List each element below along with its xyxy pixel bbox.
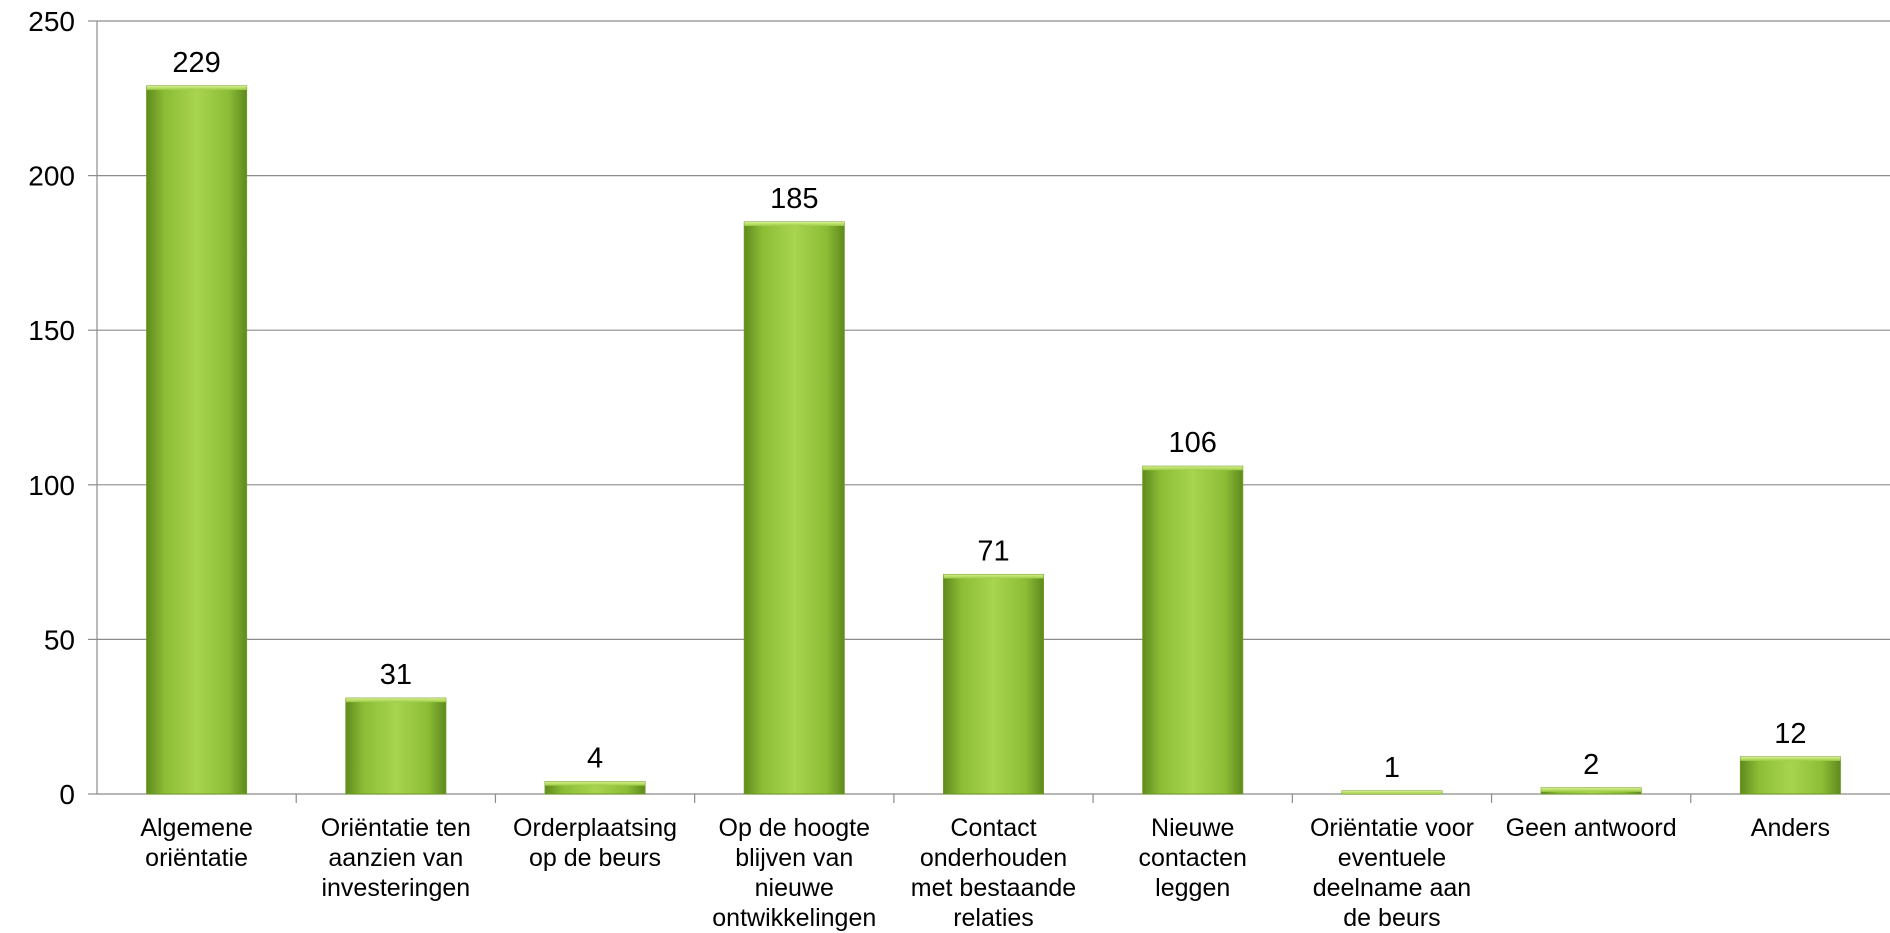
y-tick-label: 200: [28, 161, 75, 192]
bar-body: [743, 221, 845, 795]
x-tick-label: Geen antwoord: [1505, 814, 1677, 842]
data-label: 31: [380, 659, 412, 691]
bar: [146, 85, 248, 795]
gridlines: [97, 20, 1890, 641]
bar: [1540, 787, 1642, 795]
bar: [544, 781, 646, 795]
y-tick-label: 150: [28, 315, 75, 346]
bar-body: [1142, 465, 1244, 795]
x-tick-label: Anders: [1750, 814, 1830, 842]
bar-top-highlight: [1142, 466, 1243, 471]
x-tick-label: Op de hoogte blijven van nieuwe ontwikke…: [712, 814, 877, 932]
bar: [743, 221, 845, 795]
data-label: 106: [1169, 427, 1217, 459]
bar-top-highlight: [545, 781, 646, 786]
bar-top-highlight: [744, 221, 845, 226]
bar-body: [1739, 756, 1841, 795]
y-tick-label: 0: [59, 779, 75, 810]
bar-body: [146, 85, 248, 795]
data-label: 1: [1384, 752, 1400, 784]
data-label: 185: [770, 183, 818, 215]
data-label: 2: [1583, 749, 1599, 781]
x-tick-label: Nieuwe contacten leggen: [1138, 814, 1247, 902]
bar: [1739, 756, 1841, 795]
bar-top-highlight: [345, 698, 446, 703]
bar-top-highlight: [1341, 790, 1442, 794]
bar-top-highlight: [1740, 756, 1841, 761]
bar: [1341, 790, 1443, 795]
x-tick-label: Oriëntatie ten aanzien van investeringen: [320, 814, 471, 902]
bars: [146, 85, 1841, 795]
bar-top-highlight: [146, 85, 247, 90]
y-tick-label: 100: [28, 470, 75, 501]
bar-body: [345, 697, 447, 795]
data-label: 4: [587, 743, 603, 775]
x-tick-label: Algemene oriëntatie: [140, 814, 253, 872]
bar-top-highlight: [943, 574, 1044, 579]
x-tick-label: Oriëntatie voor eventuele deelname aan d…: [1309, 814, 1474, 932]
data-label: 229: [172, 47, 220, 79]
bar: [943, 573, 1044, 795]
bar-top-highlight: [1541, 787, 1642, 792]
data-label: 12: [1774, 718, 1806, 750]
bar: [345, 697, 447, 795]
x-tick-label: Orderplaatsing op de beurs: [513, 814, 678, 872]
y-tick-label: 250: [28, 6, 75, 37]
bar: [1142, 465, 1244, 795]
bar-body: [943, 573, 1044, 795]
y-tick-label: 50: [44, 624, 75, 655]
x-tick-label: Contact onderhouden met bestaande relati…: [910, 814, 1077, 932]
data-label: 71: [977, 535, 1009, 567]
